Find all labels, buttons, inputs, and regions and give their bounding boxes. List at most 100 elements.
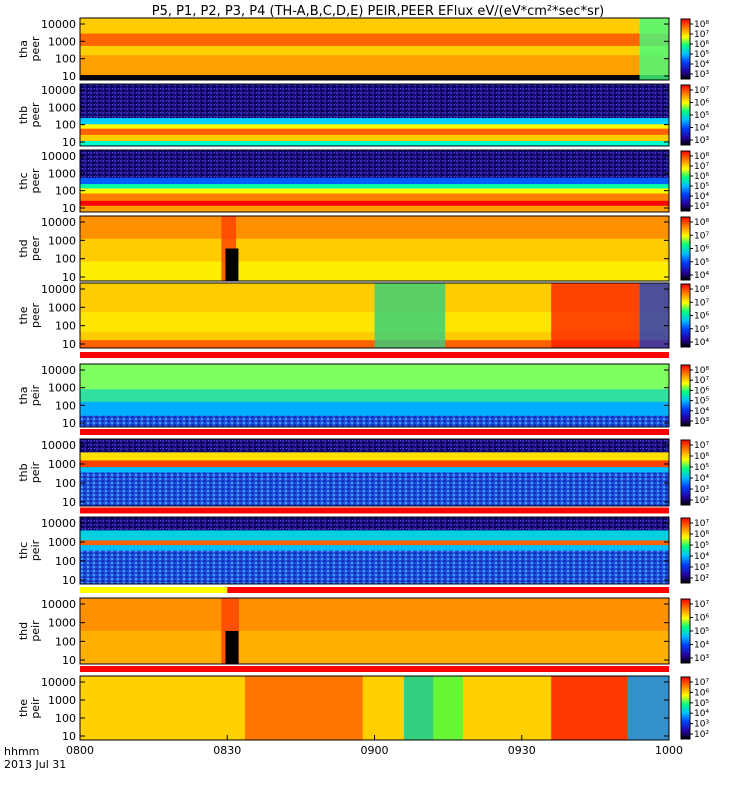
y-tick-label: 100 xyxy=(55,477,76,490)
colorbar-tick-label: 10⁷ xyxy=(694,678,709,688)
colorbar xyxy=(680,676,691,740)
colorbar-tick-label: 10² xyxy=(694,730,709,740)
spectrogram-band xyxy=(80,472,669,507)
y-tick-label: 1000 xyxy=(48,536,76,549)
y-tick-label: 10 xyxy=(62,271,76,284)
y-tick-label: 10 xyxy=(62,654,76,667)
colorbar-tick-label: 10⁶ xyxy=(694,312,709,322)
colorbar xyxy=(680,439,691,506)
colorbar-tick-label: 10⁶ xyxy=(694,614,709,624)
x-tick-label: 0800 xyxy=(66,744,94,757)
colorbar-tick-label: 10³ xyxy=(694,202,709,212)
spectrogram-band xyxy=(80,517,669,531)
y-axis-label: peer xyxy=(29,102,42,128)
y-tick-label: 10 xyxy=(62,730,76,743)
spectrogram-band xyxy=(80,84,669,119)
y-tick-label: 10 xyxy=(62,574,76,587)
spectrogram-band xyxy=(80,460,669,468)
spectrogram-band xyxy=(80,150,669,179)
colorbar-tick-label: 10⁴ xyxy=(694,641,709,651)
colorbar xyxy=(680,18,691,80)
spectrogram-band xyxy=(80,415,669,428)
spectrogram-feature xyxy=(374,283,446,348)
y-axis-label: thd xyxy=(17,622,30,640)
colorbar-tick-label: 10⁷ xyxy=(694,441,709,451)
chart-title: P5, P1, P2, P3, P4 (TH-A,B,C,D,E) PEIR,P… xyxy=(152,4,605,19)
colorbar-tick-label: 10⁷ xyxy=(694,86,709,96)
y-tick-label: 10 xyxy=(62,136,76,149)
spectrogram-band xyxy=(80,238,669,262)
y-tick-label: 10 xyxy=(62,70,76,83)
colorbar-tick-label: 10² xyxy=(694,574,709,584)
quality-flag-bar xyxy=(80,429,669,435)
spectrogram-feature xyxy=(627,676,669,740)
spectrogram-feature xyxy=(551,676,628,740)
spectrogram-band xyxy=(80,193,669,202)
spectrogram-band xyxy=(80,200,669,207)
y-axis-label: peer xyxy=(29,303,42,329)
colorbar-tick-label: 10⁵ xyxy=(694,463,709,473)
spectrogram-band xyxy=(80,18,669,34)
panel-frame xyxy=(79,215,670,282)
colorbar-tick-label: 10⁷ xyxy=(694,30,709,40)
colorbar-tick-label: 10⁵ xyxy=(694,258,709,268)
spectrogram-band xyxy=(80,124,669,130)
colorbar-tick-label: 10³ xyxy=(694,70,709,80)
y-axis-label: peir xyxy=(29,697,42,719)
spectrogram-feature xyxy=(639,283,669,348)
panel-frame xyxy=(79,438,670,507)
colorbar-tick-label: 10⁴ xyxy=(694,407,709,417)
colorbar-tick-label: 10⁴ xyxy=(694,60,709,70)
y-tick-label: 1000 xyxy=(48,234,76,247)
colorbar-tick-label: 10⁴ xyxy=(694,338,709,348)
colorbar-tick-label: 10³ xyxy=(694,417,709,427)
y-tick-label: 1000 xyxy=(48,35,76,48)
y-tick-label: 10000 xyxy=(41,283,76,296)
spectrogram-band xyxy=(80,401,669,417)
y-axis-label: peir xyxy=(29,620,42,642)
colorbar-tick-label: 10⁴ xyxy=(694,474,709,484)
y-tick-label: 10000 xyxy=(41,439,76,452)
colorbar-tick-label: 10⁴ xyxy=(694,124,709,134)
y-tick-label: 100 xyxy=(55,555,76,568)
y-tick-label: 10000 xyxy=(41,364,76,377)
quality-flag-bar xyxy=(80,507,669,514)
colorbar-tick-label: 10⁶ xyxy=(694,40,709,50)
spectrogram-band xyxy=(80,545,669,551)
y-axis-label: tha xyxy=(17,386,30,404)
y-tick-label: 10000 xyxy=(41,517,76,530)
x-axis-label: hhmm xyxy=(4,745,39,758)
colorbar-tick-label: 10⁷ xyxy=(694,162,709,172)
spectrogram-band xyxy=(80,141,669,147)
colorbar-tick-label: 10⁸ xyxy=(694,20,709,30)
colorbar xyxy=(680,598,691,664)
y-tick-label: 100 xyxy=(55,635,76,648)
colorbar-tick-label: 10⁶ xyxy=(694,172,709,182)
colorbar-tick-label: 10⁶ xyxy=(694,245,709,255)
y-axis-label: thc xyxy=(17,542,30,559)
y-axis-label: peer xyxy=(29,236,42,262)
y-axis-label: thc xyxy=(17,172,30,189)
spectrogram-band xyxy=(80,118,669,125)
spectrogram-feature xyxy=(433,676,463,740)
y-tick-label: 10000 xyxy=(41,216,76,229)
y-axis-label: the xyxy=(17,306,30,324)
spectrogram-band xyxy=(80,540,669,546)
y-axis-label: peir xyxy=(29,384,42,406)
colorbar-tick-label: 10⁵ xyxy=(694,397,709,407)
colorbar-tick-label: 10⁴ xyxy=(694,192,709,202)
y-tick-label: 10 xyxy=(62,338,76,351)
y-tick-label: 1000 xyxy=(48,382,76,395)
colorbar-tick-label: 10⁸ xyxy=(694,366,709,376)
y-tick-label: 100 xyxy=(55,712,76,725)
colorbar-tick-label: 10⁷ xyxy=(694,519,709,529)
spectrogram-band xyxy=(80,467,669,473)
colorbar xyxy=(680,364,691,427)
y-tick-label: 10 xyxy=(62,202,76,215)
colorbar-tick-label: 10⁴ xyxy=(694,552,709,562)
y-tick-label: 1000 xyxy=(48,617,76,630)
y-tick-label: 100 xyxy=(55,119,76,132)
